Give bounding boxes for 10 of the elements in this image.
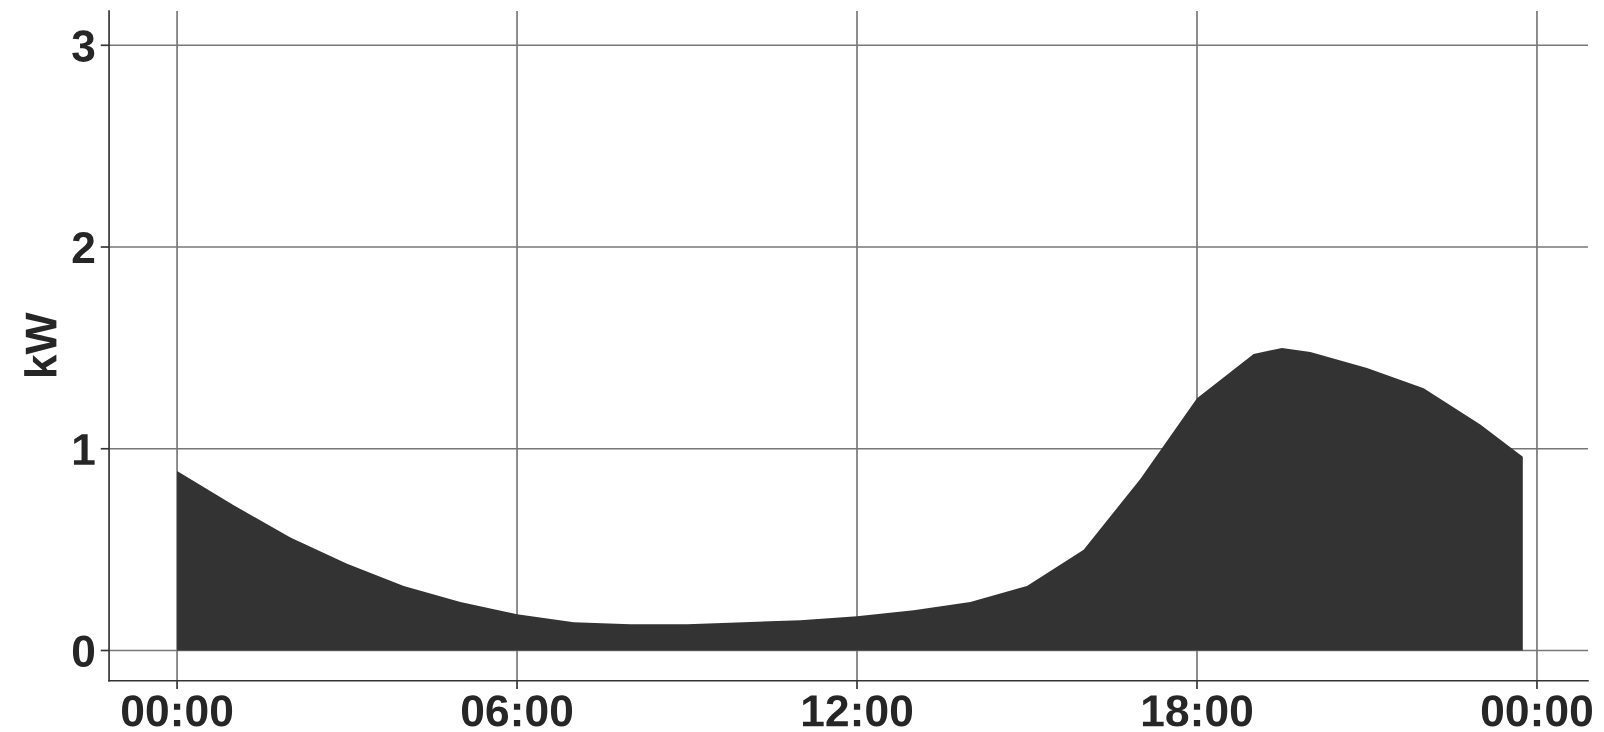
x-tick-label: 00:00 [1481, 695, 1592, 727]
y-tick-label: 2 [72, 232, 95, 264]
x-tick-label: 12:00 [802, 695, 913, 727]
y-tick-label: 3 [72, 30, 95, 62]
y-tick-label: 0 [72, 635, 95, 668]
x-tick-label: 18:00 [1142, 695, 1253, 727]
y-tick-label: 1 [73, 434, 95, 465]
x-tick-label: 00:00 [121, 695, 233, 727]
x-tick-label: 06:00 [461, 695, 573, 727]
y-axis-title: kW [24, 312, 57, 377]
